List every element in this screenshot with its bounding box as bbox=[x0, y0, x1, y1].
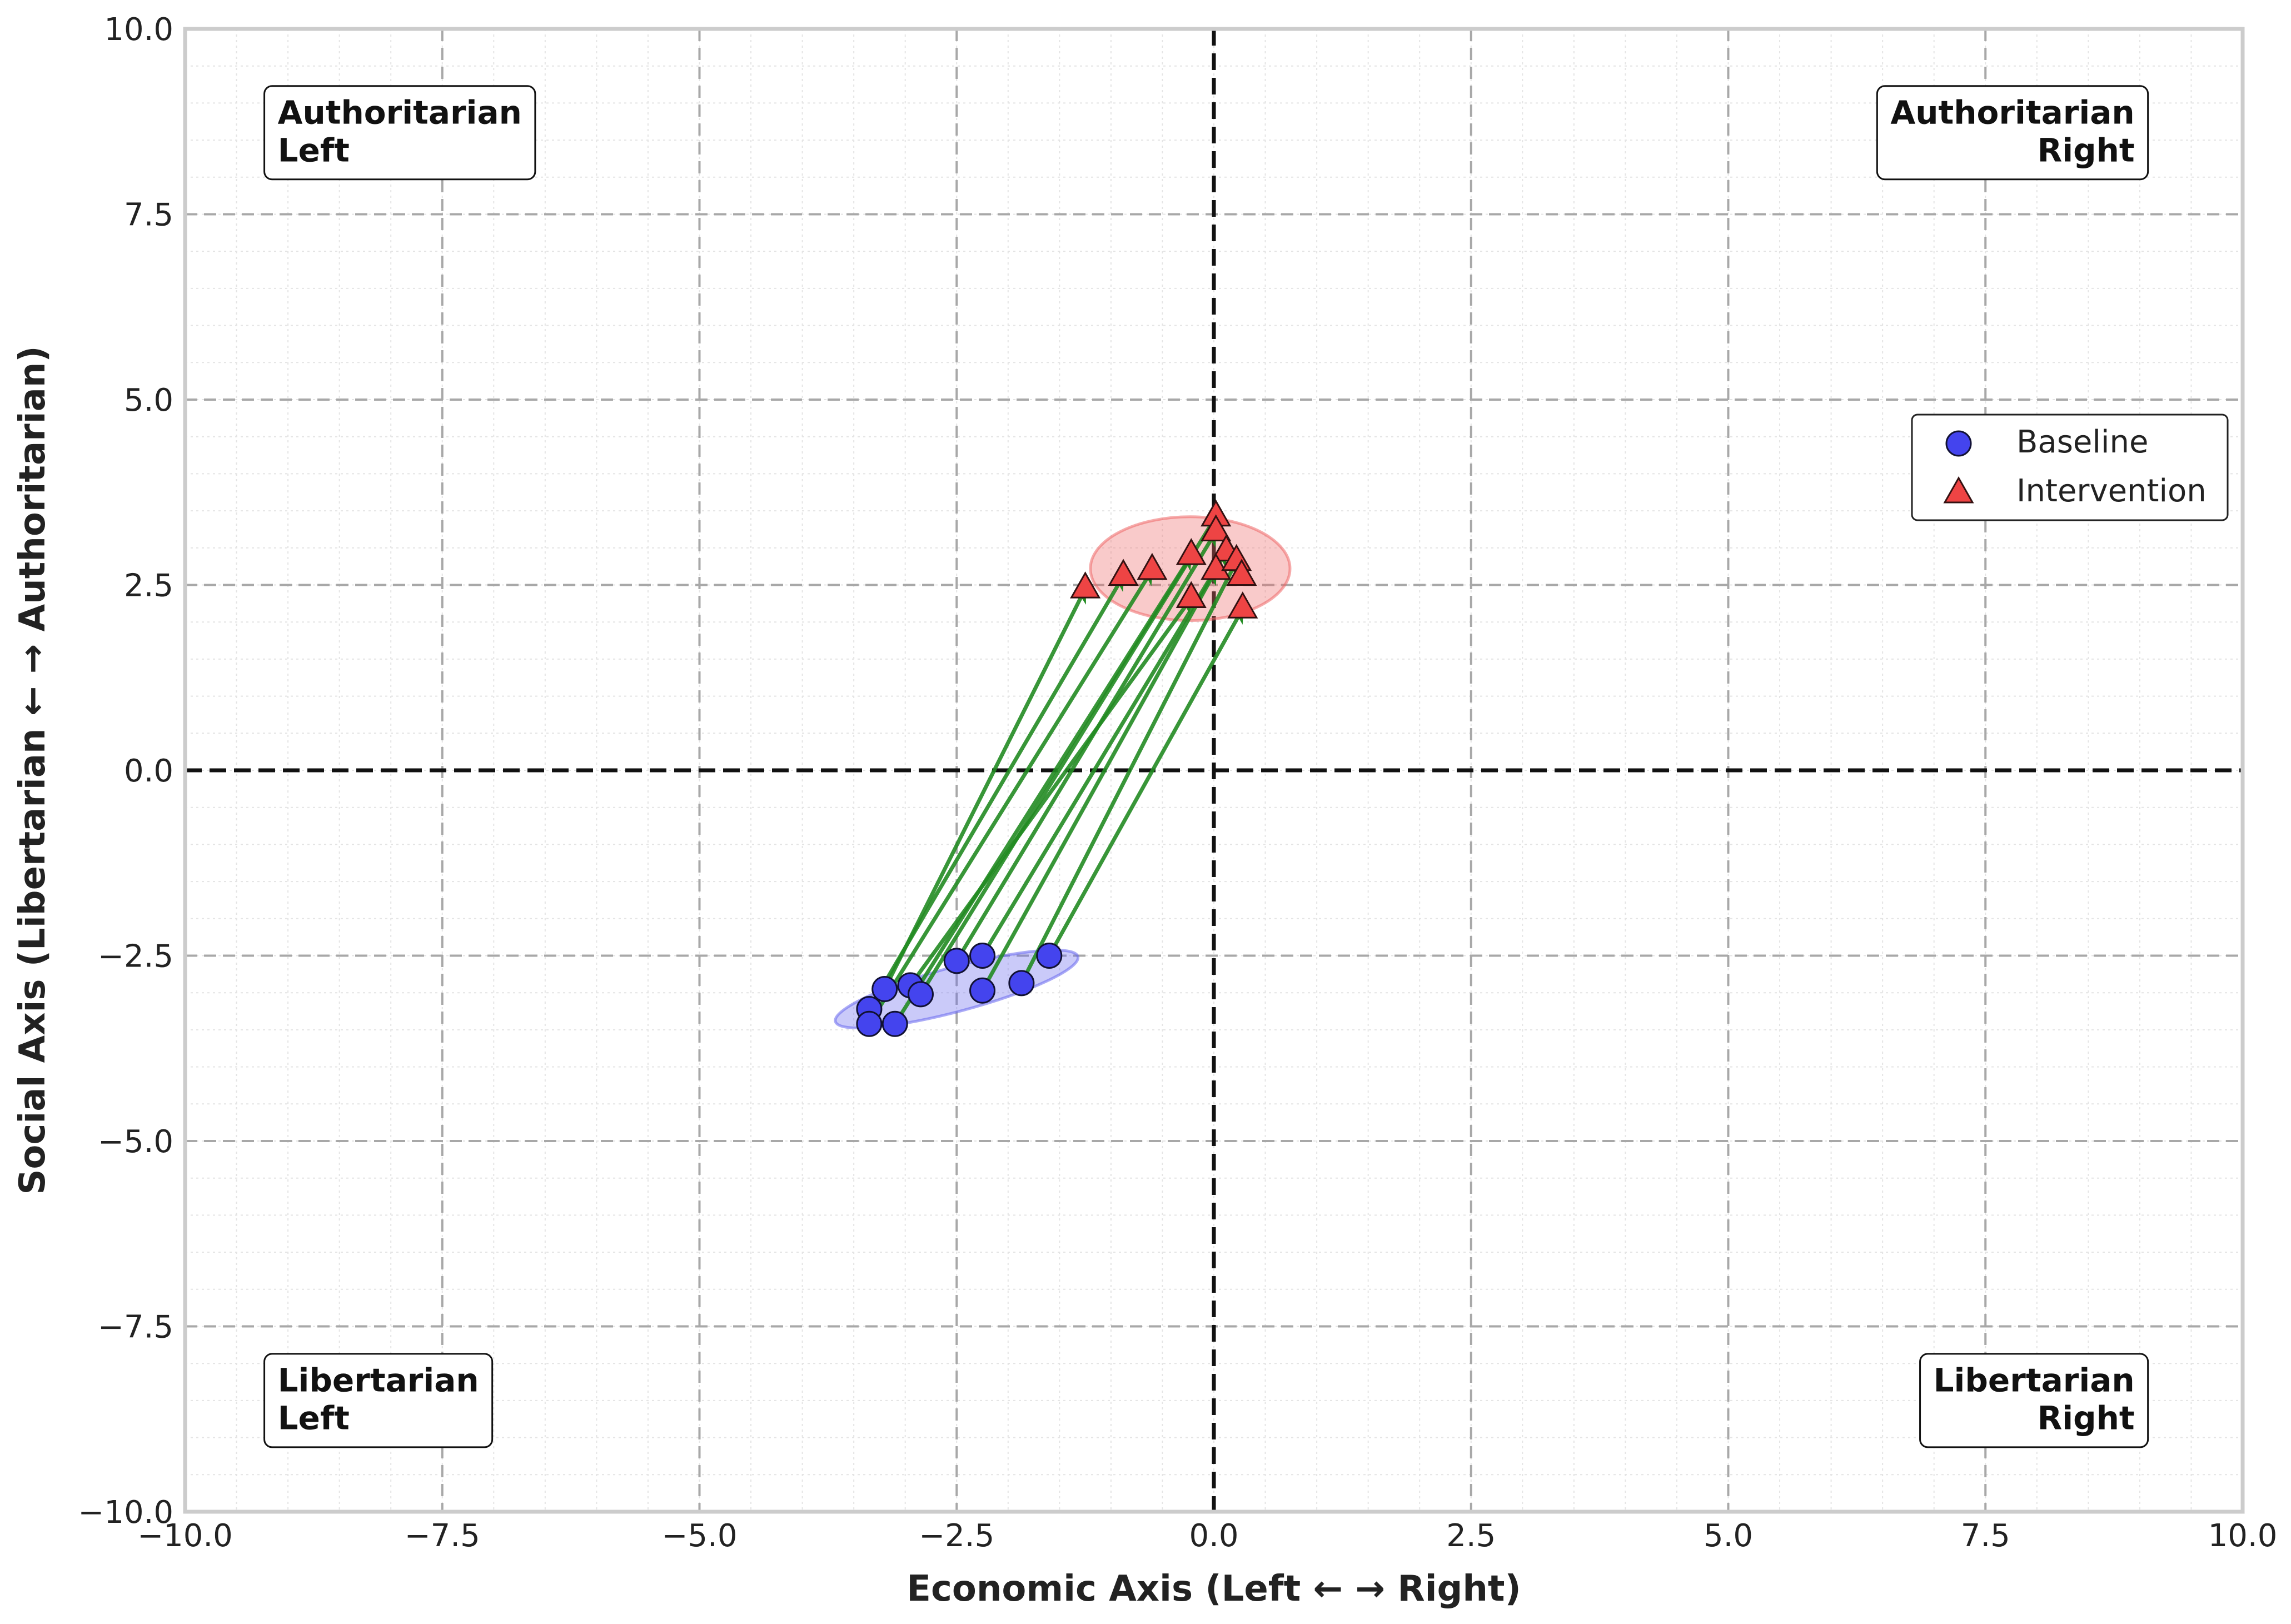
legend-baseline-marker bbox=[1945, 430, 1972, 457]
intervention-point bbox=[1070, 571, 1101, 599]
shift-arrows bbox=[867, 515, 1244, 1025]
shift-arrow bbox=[980, 569, 1218, 992]
legend-intervention-marker bbox=[1943, 476, 1974, 504]
baseline-point bbox=[1008, 970, 1035, 997]
intervention-point bbox=[1108, 559, 1139, 586]
x-tick-label: 7.5 bbox=[1961, 1518, 2010, 1554]
legend-intervention-label: Intervention bbox=[2016, 473, 2207, 509]
x-tick-label: −5.0 bbox=[662, 1518, 738, 1554]
quadrant-label-box bbox=[1919, 1353, 2149, 1448]
zero-axis-lines bbox=[185, 29, 2243, 1512]
y-axis-label: Social Axis (Libertarian ← → Authoritari… bbox=[12, 346, 53, 1194]
intervention-point bbox=[1176, 581, 1207, 609]
quadrant-label-line: Left bbox=[278, 131, 350, 169]
x-tick-label: 0.0 bbox=[1189, 1518, 1238, 1554]
x-tick-label: 2.5 bbox=[1446, 1518, 1496, 1554]
x-tick-label: 5.0 bbox=[1704, 1518, 1753, 1554]
quadrant-label-line: Libertarian bbox=[1934, 1361, 2135, 1399]
y-tick-label: 10.0 bbox=[104, 12, 173, 48]
legend-box bbox=[1911, 414, 2229, 521]
quadrant-label-box bbox=[263, 1353, 494, 1448]
legend: Baseline Intervention bbox=[1911, 414, 2229, 521]
quadrant-label-box bbox=[1876, 85, 2149, 181]
plot-frame bbox=[183, 27, 2245, 1514]
intervention-point bbox=[1137, 552, 1168, 580]
baseline-point bbox=[969, 977, 996, 1004]
y-tick-label: 7.5 bbox=[124, 197, 173, 233]
baseline-point bbox=[969, 943, 996, 969]
quadrant-label-line: Left bbox=[278, 1399, 350, 1437]
y-tick-label: 2.5 bbox=[124, 568, 173, 604]
x-tick-label: −2.5 bbox=[919, 1518, 994, 1554]
y-tick-labels: −10.0 −7.5 −5.0 −2.5 0.0 2.5 5.0 7.5 10.0 bbox=[78, 12, 173, 1531]
quadrant-label-line: Right bbox=[2038, 1399, 2135, 1437]
quadrant-label-line: Libertarian bbox=[278, 1361, 479, 1399]
intervention-point bbox=[1176, 538, 1207, 565]
legend-baseline-label: Baseline bbox=[2016, 424, 2148, 460]
shift-arrow bbox=[980, 550, 1228, 957]
baseline-point bbox=[907, 981, 934, 1008]
intervention-point bbox=[1226, 559, 1257, 586]
x-tick-labels: −10.0 −7.5 −5.0 −2.5 0.0 2.5 5.0 7.5 10.0 bbox=[137, 1518, 2277, 1554]
quadrant-label-box bbox=[263, 85, 536, 181]
quadrant-label-line: Authoritarian bbox=[1890, 93, 2134, 131]
y-tick-label: −10.0 bbox=[78, 1495, 173, 1531]
x-tick-label: −7.5 bbox=[405, 1518, 480, 1554]
shift-arrow bbox=[867, 569, 1154, 1025]
shift-arrow bbox=[867, 575, 1125, 1010]
quadrant-labels: AuthoritarianLeftAuthoritarianRightLiber… bbox=[263, 85, 2149, 1448]
intervention-point bbox=[1201, 552, 1232, 580]
x-tick-label: −10.0 bbox=[137, 1518, 233, 1554]
y-tick-label: −2.5 bbox=[98, 939, 173, 975]
baseline-point bbox=[943, 948, 970, 974]
x-axis-label: Economic Axis (Left ← → Right) bbox=[907, 1568, 1521, 1610]
shift-arrow bbox=[1047, 607, 1244, 957]
baseline-point bbox=[1036, 943, 1063, 969]
baseline-point bbox=[871, 976, 898, 1003]
quadrant-label-line: Right bbox=[2038, 131, 2135, 169]
shift-arrow bbox=[919, 515, 1218, 995]
y-tick-label: −7.5 bbox=[98, 1309, 173, 1346]
baseline-point bbox=[881, 1010, 908, 1037]
shift-arrow bbox=[1019, 560, 1238, 984]
x-tick-label: 10.0 bbox=[2208, 1518, 2278, 1554]
y-tick-label: −5.0 bbox=[98, 1124, 173, 1160]
data-points bbox=[856, 499, 1258, 1037]
shift-arrow bbox=[909, 597, 1193, 987]
y-tick-label: 5.0 bbox=[124, 382, 173, 419]
baseline-point bbox=[856, 1010, 883, 1037]
y-tick-label: 0.0 bbox=[124, 753, 173, 789]
intervention-point bbox=[1227, 591, 1258, 619]
shift-arrow bbox=[955, 530, 1218, 962]
intervention-point bbox=[1201, 514, 1232, 541]
quadrant-label-line: Authoritarian bbox=[278, 93, 522, 131]
